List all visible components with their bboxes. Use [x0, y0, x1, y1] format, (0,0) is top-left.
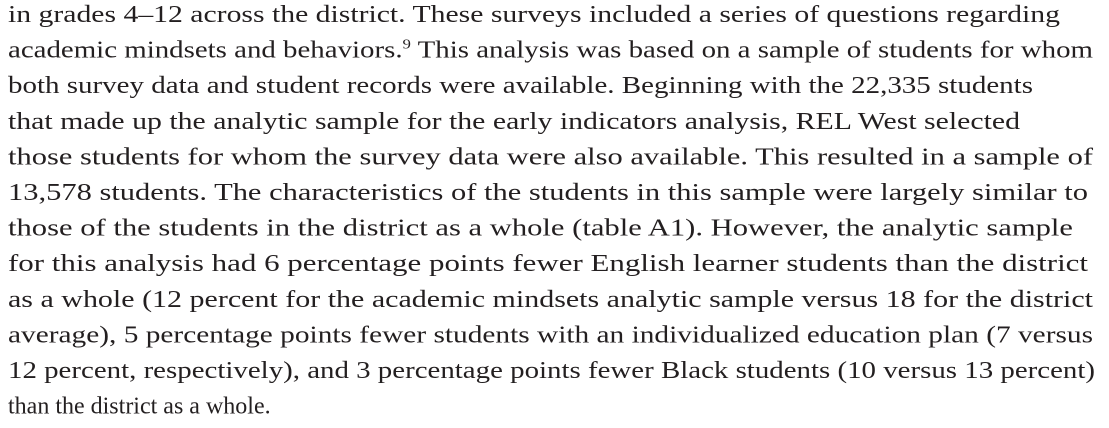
text-run: This analysis was based on a sample of s… [411, 38, 1093, 64]
text-line: that made up the analytic sample for the… [8, 109, 1020, 135]
text-run: both survey data and student records wer… [8, 73, 1033, 99]
text-line: average), 5 percentage points fewer stud… [8, 322, 1093, 348]
text-line: than the district as a whole. [8, 394, 271, 420]
text-run: in grades 4–12 across the district. Thes… [8, 2, 1060, 28]
text-line: as a whole (12 percent for the academic … [8, 287, 1093, 313]
text-run: that made up the analytic sample for the… [8, 109, 1020, 135]
text-line: for this analysis had 6 percentage point… [8, 251, 1088, 277]
text-line: both survey data and student records wer… [8, 73, 1033, 99]
text-run: for this analysis had 6 percentage point… [8, 251, 1088, 277]
text-run: those of the students in the district as… [8, 216, 1073, 242]
text-line: those of the students in the district as… [8, 216, 1073, 242]
text-line: 13,578 students. The characteristics of … [8, 180, 1088, 206]
text-run: 13,578 students. The characteristics of … [8, 180, 1088, 206]
text-line: in grades 4–12 across the district. Thes… [8, 2, 1060, 28]
text-line: academic mindsets and behaviors. 9 This a… [8, 38, 1093, 64]
text-run: those students for whom the survey data … [8, 144, 1093, 170]
text-line: those students for whom the survey data … [8, 144, 1093, 170]
footnote-marker: 9 [403, 38, 411, 53]
text-line: 12 percent, respectively), and 3 percent… [8, 358, 1095, 384]
text-run: 12 percent, respectively), and 3 percent… [8, 358, 1095, 384]
text-run: as a whole (12 percent for the academic … [8, 287, 1093, 313]
text-run: average), 5 percentage points fewer stud… [8, 322, 1093, 348]
text-run: academic mindsets and behaviors. [8, 38, 403, 64]
text-run: than the district as a whole. [8, 394, 271, 420]
